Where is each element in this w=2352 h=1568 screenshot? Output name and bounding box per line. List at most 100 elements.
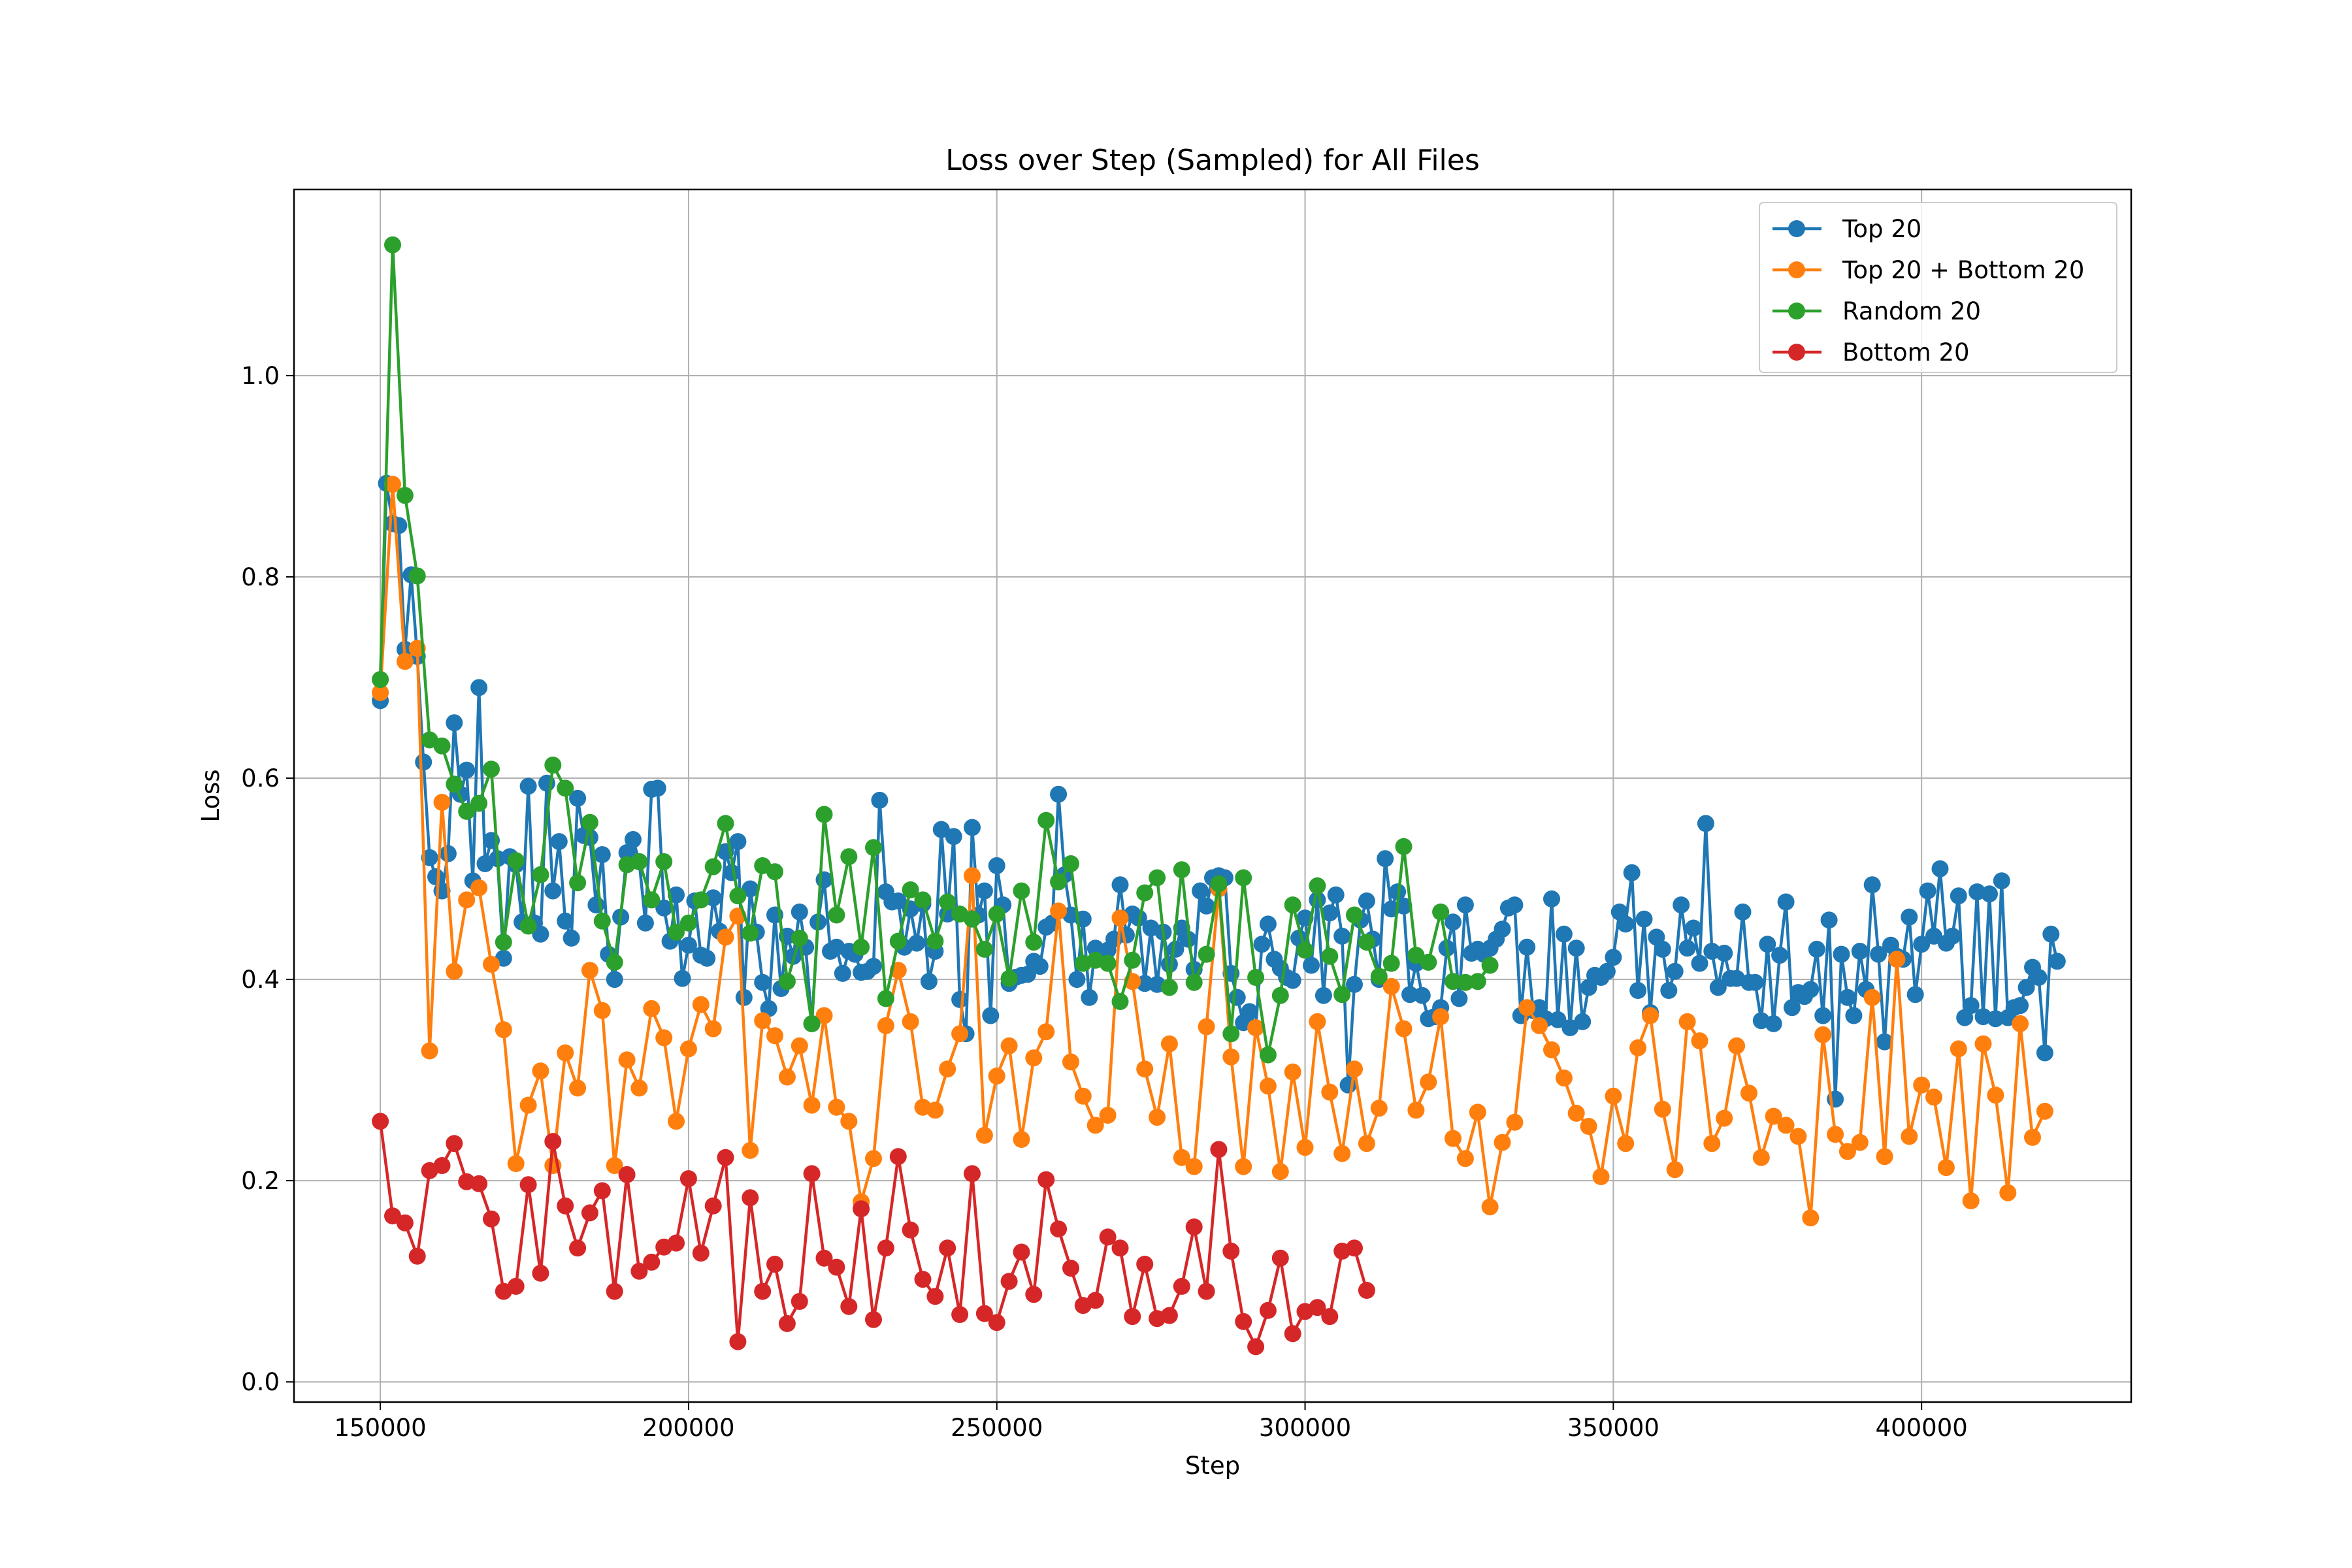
data-point [1192, 882, 1209, 900]
series-1 [372, 476, 2053, 1227]
data-point [557, 1044, 574, 1062]
data-point [1863, 988, 1881, 1006]
data-point [1445, 973, 1462, 990]
data-point [815, 1249, 833, 1267]
data-point [618, 1051, 636, 1069]
data-point [1210, 1141, 1228, 1158]
y-axis-title: Loss [197, 769, 225, 822]
data-point [1445, 913, 1462, 931]
data-point [908, 934, 926, 952]
data-point [1000, 970, 1018, 987]
data-point [439, 845, 457, 862]
data-point [951, 990, 969, 1008]
data-point [1382, 977, 1400, 995]
data-point [975, 882, 993, 900]
data-point [766, 1027, 783, 1045]
data-point [871, 791, 889, 809]
data-point [729, 1333, 747, 1350]
legend: Top 20 Top 20 + Bottom 20 Random 20 Bottom … [1759, 202, 2117, 373]
data-point [975, 1126, 993, 1144]
data-point [1025, 934, 1043, 951]
data-point [384, 476, 401, 493]
data-point [889, 1148, 907, 1166]
data-point [384, 236, 401, 253]
data-point [372, 684, 389, 702]
data-point [1062, 1053, 1079, 1071]
data-point [1420, 953, 1437, 971]
data-point [1395, 1020, 1413, 1037]
data-point [1642, 1007, 1659, 1024]
data-point [1327, 886, 1345, 904]
data-point [1149, 869, 1166, 887]
data-point [1820, 911, 1838, 929]
data-point [557, 1197, 574, 1215]
data-point [1759, 936, 1776, 953]
data-point [2036, 1044, 2053, 1062]
data-point [1987, 1010, 2004, 1028]
data-point [1629, 982, 1647, 999]
data-point [1845, 1007, 1863, 1024]
data-point [1981, 885, 1998, 903]
data-point [433, 794, 451, 811]
data-point [1111, 876, 1129, 894]
data-point [1833, 945, 1850, 963]
data-point [1185, 1218, 1203, 1235]
data-point [1752, 1149, 1770, 1166]
data-point [396, 1214, 414, 1232]
y-tick-label: 0.6 [241, 764, 280, 792]
data-point [1271, 987, 1289, 1004]
data-point [1691, 1032, 1708, 1050]
data-point [408, 567, 426, 585]
data-point [1950, 887, 1967, 905]
data-point [1407, 1102, 1425, 1119]
data-point [988, 1314, 1005, 1331]
data-point [1173, 1149, 1190, 1166]
plot-frame [293, 188, 2132, 1403]
data-point [1160, 956, 1178, 973]
data-point [1944, 927, 1961, 945]
data-point [1000, 1273, 1018, 1290]
data-point [865, 1311, 882, 1328]
data-point [1271, 1249, 1289, 1267]
data-point [1247, 1019, 1265, 1036]
data-point [1259, 1046, 1277, 1064]
axes-ticks: 150000 200000 250000 300000 350000 400000 0.0 0… [241, 362, 1968, 1442]
data-point [1580, 1118, 1597, 1135]
data-point [1333, 1145, 1351, 1162]
data-point [1111, 993, 1129, 1010]
data-point [1765, 1107, 1782, 1125]
data-point [384, 1207, 401, 1225]
series-3 [372, 1113, 1375, 1356]
data-point [1709, 979, 1727, 996]
data-point [372, 671, 389, 689]
data-point [2036, 1102, 2053, 1120]
data-point [1691, 955, 1708, 972]
data-point [877, 1017, 894, 1034]
data-point [975, 1305, 993, 1322]
data-point [791, 903, 808, 921]
data-point [834, 964, 851, 982]
data-point [495, 1021, 512, 1039]
data-point [1395, 897, 1413, 915]
data-point [1962, 997, 1980, 1015]
y-tick-label: 0.0 [241, 1368, 280, 1396]
x-tick-label: 300000 [1259, 1414, 1351, 1442]
data-point [655, 899, 673, 917]
data-point [939, 1060, 956, 1078]
data-point [593, 912, 611, 930]
data-point [803, 1096, 821, 1114]
data-point [1802, 1209, 1820, 1227]
data-point [815, 1007, 833, 1024]
data-point [606, 1282, 623, 1300]
data-point [1901, 1128, 1918, 1145]
data-point [1993, 872, 2010, 890]
data-point [519, 777, 537, 795]
data-point [692, 996, 710, 1013]
series-layer [372, 236, 2066, 1356]
data-point [1185, 1158, 1203, 1175]
data-point [877, 990, 894, 1007]
data-point [1925, 927, 1942, 945]
data-point [1469, 1103, 1486, 1121]
data-point [1149, 1109, 1166, 1126]
data-point [593, 1002, 611, 1019]
